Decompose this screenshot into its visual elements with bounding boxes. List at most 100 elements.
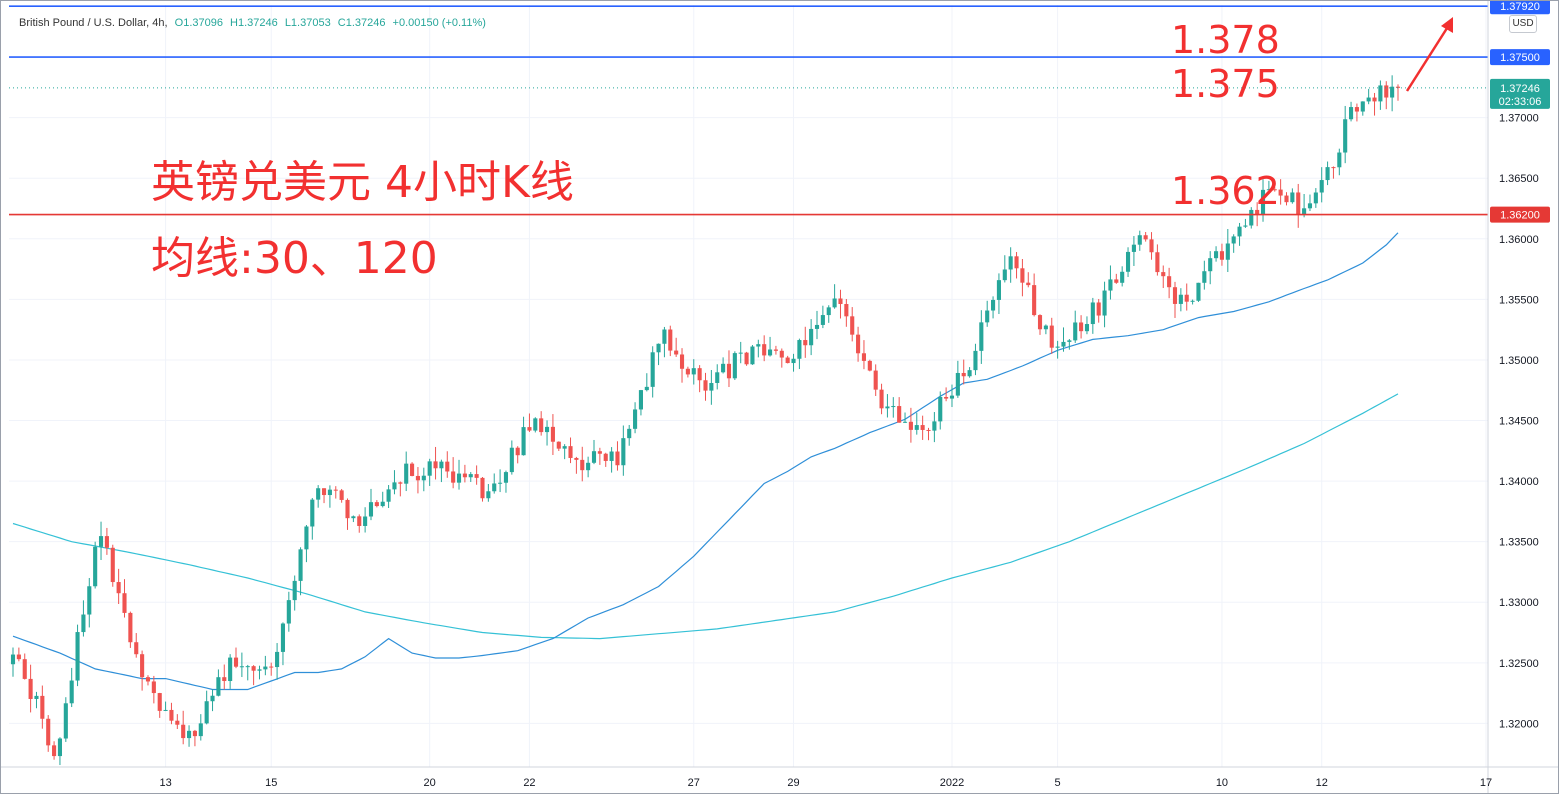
price-tick-label: 1.33000: [1499, 597, 1539, 609]
candle: [216, 669, 221, 697]
candle-body: [1026, 282, 1031, 286]
candle: [410, 462, 415, 477]
candle-body: [228, 657, 233, 682]
candle-body: [404, 463, 409, 484]
candle-body: [492, 483, 497, 492]
candle: [991, 296, 996, 319]
candle-body: [644, 386, 649, 391]
candle: [28, 664, 33, 713]
candle-body: [550, 426, 555, 442]
time-tick-label: 12: [1316, 777, 1328, 789]
price-tick-label: 1.36000: [1499, 234, 1539, 246]
candle-body: [486, 491, 491, 499]
candle-body: [533, 418, 538, 431]
chart-annotation-ma: 均线:30、120: [151, 233, 438, 284]
candle-body: [633, 409, 638, 429]
currency-badge[interactable]: USD: [1509, 15, 1537, 33]
candle: [1319, 167, 1324, 203]
candle: [509, 440, 514, 475]
candle-body: [867, 360, 872, 371]
candle: [703, 372, 708, 401]
candle: [492, 473, 497, 494]
candle: [615, 441, 620, 471]
candle-body: [52, 745, 57, 757]
candle: [98, 521, 104, 561]
candle: [228, 654, 233, 689]
candle-body: [1202, 271, 1207, 283]
time-tick-label: 29: [787, 777, 799, 789]
candle: [1249, 207, 1254, 229]
level-price-label: 1.37920: [1500, 1, 1540, 13]
candle-body: [380, 501, 385, 507]
candle-body: [996, 280, 1001, 300]
candle: [321, 488, 327, 504]
close-value: C1.37246: [337, 17, 386, 29]
candle: [1120, 266, 1125, 287]
level-price-tag: [1490, 49, 1550, 66]
candle: [480, 476, 485, 502]
candle-body: [298, 549, 303, 581]
candle-body: [1284, 195, 1289, 203]
candle: [650, 346, 655, 398]
candle: [1284, 192, 1289, 206]
candle-body: [28, 678, 33, 699]
countdown-label: 02:33:06: [1499, 96, 1542, 108]
candle: [1032, 273, 1037, 317]
candle-body: [145, 677, 151, 682]
candle: [163, 701, 168, 712]
candle-body: [768, 349, 773, 356]
candle-body: [1337, 152, 1342, 168]
candle-body: [785, 357, 790, 364]
candle-body: [1290, 192, 1295, 203]
candle: [732, 351, 737, 381]
candle: [1219, 243, 1224, 266]
candle-body: [34, 695, 39, 699]
candle: [439, 459, 444, 483]
candle: [797, 338, 802, 370]
candle: [1208, 251, 1213, 285]
candle-body: [1037, 315, 1043, 330]
candle-body: [239, 666, 244, 668]
candle-body: [1331, 167, 1336, 169]
candle: [938, 391, 943, 430]
candle: [1272, 186, 1277, 192]
candle-body: [756, 344, 761, 347]
price-tick-label: 1.34500: [1499, 416, 1539, 428]
candle: [1020, 258, 1025, 297]
candle-body: [1354, 107, 1359, 112]
candle-body: [398, 482, 403, 484]
candle-body: [732, 353, 737, 379]
candle-body: [826, 307, 831, 316]
candle-body: [1319, 180, 1324, 193]
candle: [34, 691, 39, 709]
candle: [908, 407, 913, 443]
candle: [633, 402, 638, 434]
candle: [985, 300, 990, 327]
candle: [245, 664, 250, 681]
candle: [902, 412, 908, 423]
candle: [562, 444, 567, 460]
chart-annotation-title: 英镑兑美元 4小时K线: [151, 157, 574, 208]
candle: [709, 369, 714, 405]
candle: [40, 685, 45, 729]
trend-arrow-head: [1441, 17, 1453, 33]
candle: [257, 665, 262, 680]
candle: [81, 600, 86, 637]
candle-body: [509, 447, 514, 473]
candle-body: [1190, 300, 1195, 302]
candle: [251, 665, 256, 686]
high-value: H1.37246: [230, 17, 278, 29]
candle-body: [1079, 322, 1084, 332]
candle-body: [1137, 235, 1142, 245]
candle: [134, 633, 139, 658]
candle-body: [1372, 97, 1377, 102]
trend-arrow-line: [1405, 24, 1451, 92]
candle-body: [562, 446, 567, 449]
candle: [1055, 340, 1060, 359]
candle: [1067, 339, 1072, 350]
candle-body: [104, 536, 109, 548]
time-tick-label: 10: [1216, 777, 1228, 789]
candle-body: [638, 390, 643, 410]
